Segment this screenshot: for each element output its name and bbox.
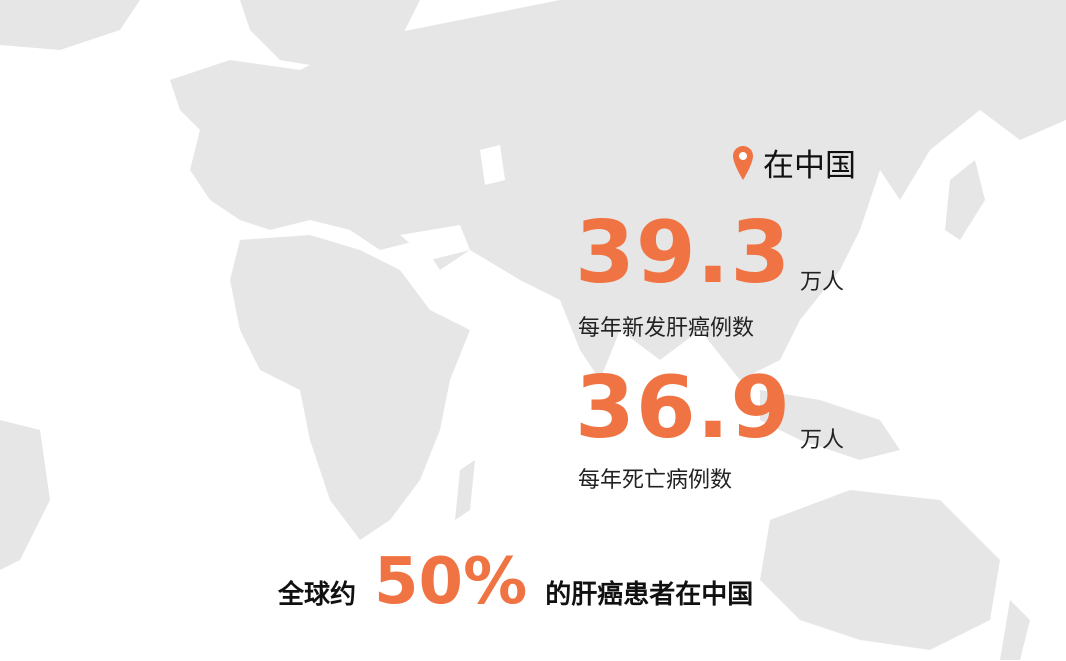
new-cases-value: 39.3 bbox=[575, 203, 792, 303]
summary-suffix: 的肝癌患者在中国 bbox=[545, 580, 754, 610]
deaths-label: 每年死亡病例数 bbox=[578, 468, 733, 493]
map-pin-icon bbox=[733, 145, 753, 180]
new-cases-unit: 万人 bbox=[800, 270, 845, 295]
new-cases-label: 每年新发肝癌例数 bbox=[578, 316, 755, 341]
summary-line: 全球约 50% 的肝癌患者在中国 bbox=[278, 545, 753, 619]
deaths-value: 36.9 bbox=[575, 358, 792, 458]
location-header: 在中国 bbox=[733, 140, 856, 185]
summary-percent: 50% bbox=[374, 545, 528, 619]
summary-prefix: 全球约 bbox=[278, 580, 357, 610]
deaths-unit: 万人 bbox=[800, 428, 845, 453]
location-label: 在中国 bbox=[763, 148, 856, 184]
